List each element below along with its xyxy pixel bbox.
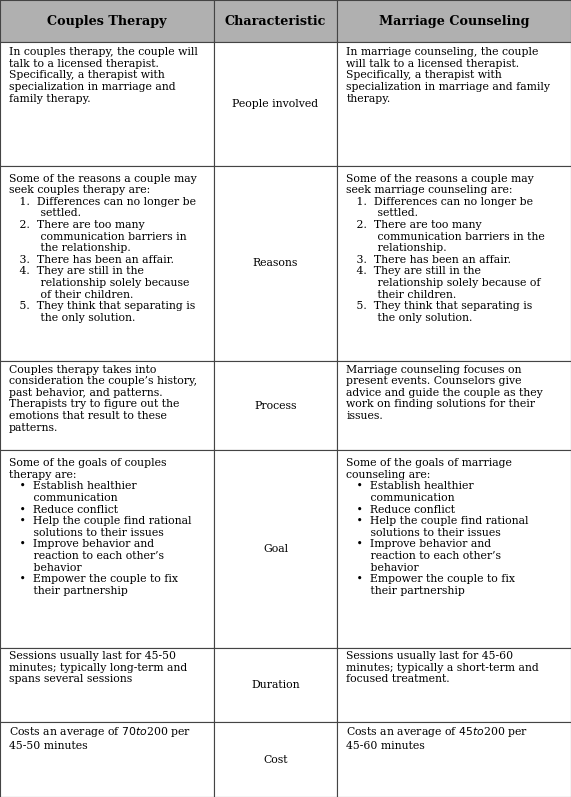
Text: People involved: People involved xyxy=(232,99,319,109)
Text: Sessions usually last for 45-50
minutes; typically long-term and
spans several s: Sessions usually last for 45-50 minutes;… xyxy=(9,651,187,684)
Text: Cost: Cost xyxy=(263,755,288,764)
Text: Some of the goals of marriage
counseling are:
   •  Establish healthier
       c: Some of the goals of marriage counseling… xyxy=(346,458,529,596)
Text: Costs an average of $70 to $200 per
45-50 minutes: Costs an average of $70 to $200 per 45-5… xyxy=(9,725,191,751)
Text: Couples Therapy: Couples Therapy xyxy=(47,14,167,28)
Text: Duration: Duration xyxy=(251,680,300,690)
Text: Characteristic: Characteristic xyxy=(225,14,326,28)
Text: Some of the reasons a couple may
seek couples therapy are:
   1.  Differences ca: Some of the reasons a couple may seek co… xyxy=(9,174,196,323)
Text: Some of the goals of couples
therapy are:
   •  Establish healthier
       commu: Some of the goals of couples therapy are… xyxy=(9,458,191,596)
Text: Sessions usually last for 45-60
minutes; typically a short-term and
focused trea: Sessions usually last for 45-60 minutes;… xyxy=(346,651,539,684)
Text: Some of the reasons a couple may
seek marriage counseling are:
   1.  Difference: Some of the reasons a couple may seek ma… xyxy=(346,174,545,323)
Text: Couples therapy takes into
consideration the couple’s history,
past behavior, an: Couples therapy takes into consideration… xyxy=(9,364,196,433)
Text: Marriage Counseling: Marriage Counseling xyxy=(379,14,529,28)
Text: Reasons: Reasons xyxy=(253,258,298,269)
Text: Costs an average of $45 to $200 per
45-60 minutes: Costs an average of $45 to $200 per 45-6… xyxy=(346,725,528,751)
Text: Process: Process xyxy=(254,401,297,410)
Text: In couples therapy, the couple will
talk to a licensed therapist.
Specifically, : In couples therapy, the couple will talk… xyxy=(9,47,198,104)
Text: Goal: Goal xyxy=(263,544,288,554)
Text: In marriage counseling, the couple
will talk to a licensed therapist.
Specifical: In marriage counseling, the couple will … xyxy=(346,47,550,104)
Text: Marriage counseling focuses on
present events. Counselors give
advice and guide : Marriage counseling focuses on present e… xyxy=(346,364,543,421)
